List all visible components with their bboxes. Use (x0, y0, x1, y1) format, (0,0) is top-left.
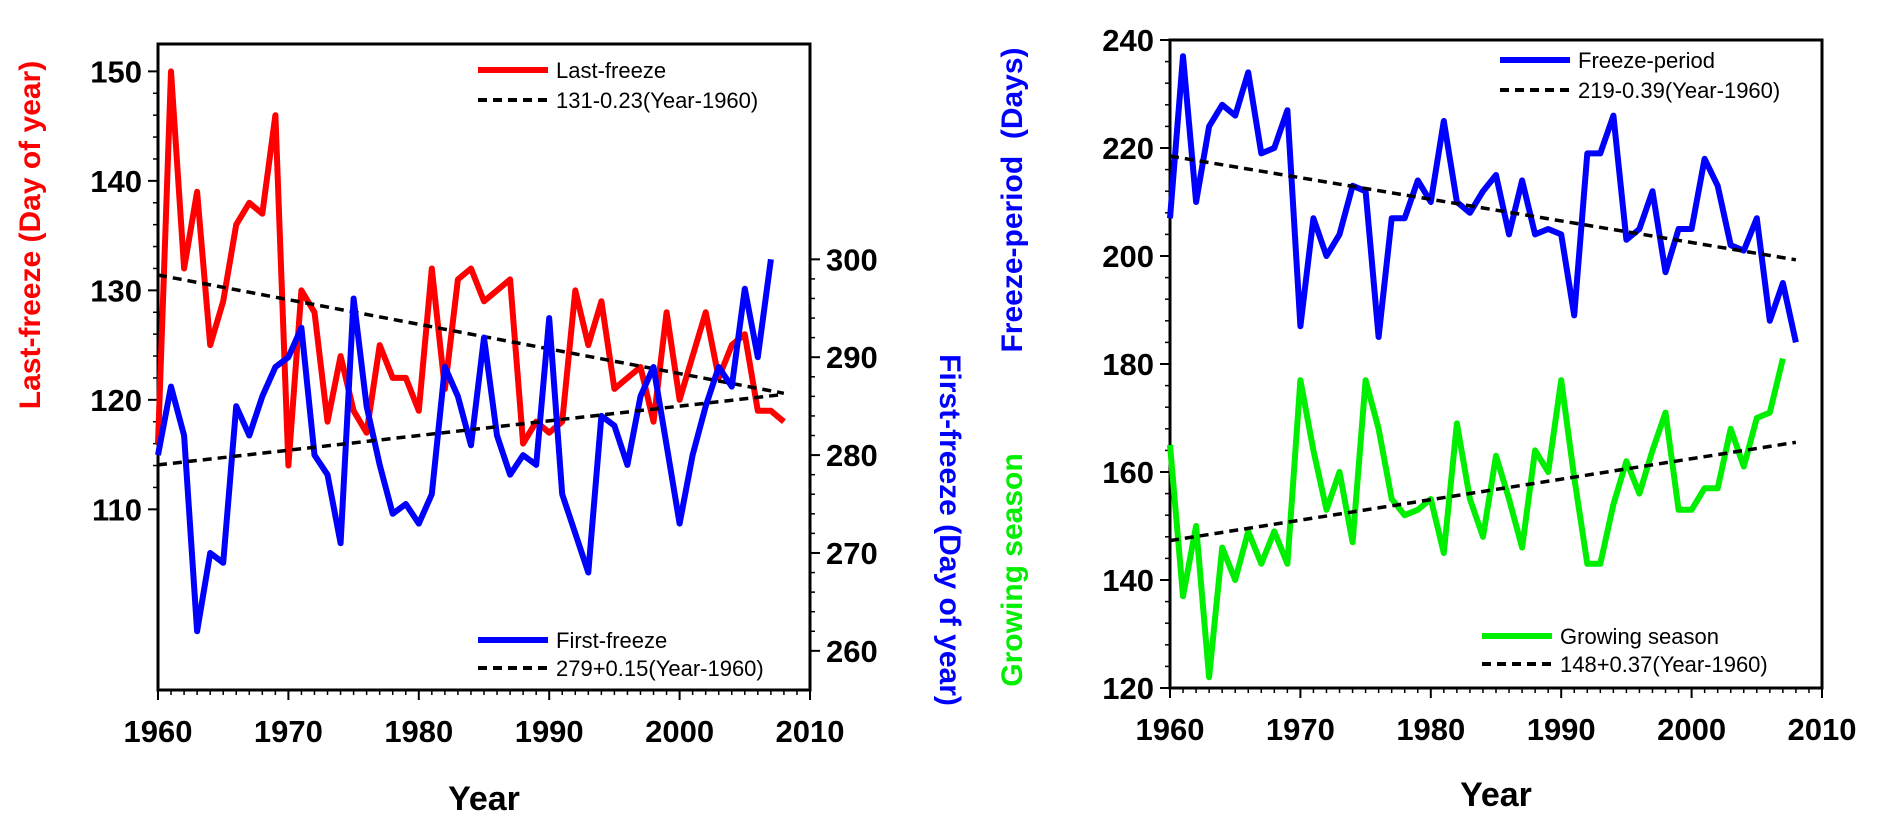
legend-label-freeze-period: Freeze-period (1578, 48, 1715, 73)
left-ylabel-first-freeze: First-freeze (Day of year) (933, 354, 966, 706)
left-ytick-label-150: 150 (90, 54, 142, 89)
right-ytick-label-160: 160 (1102, 455, 1154, 490)
right-xtick-label-1990: 1990 (1527, 712, 1596, 747)
legend-label-last-freeze-trend: 131-0.23(Year-1960) (556, 88, 758, 113)
legend-label-first-freeze-trend: 279+0.15(Year-1960) (556, 656, 764, 681)
right-xtick-label-2000: 2000 (1657, 712, 1726, 747)
right-legend: Freeze-period 219-0.39(Year-1960) Growin… (1482, 48, 1780, 677)
series-line-131-0-23-year-1960 (157, 273, 785, 396)
left-xlabel: Year (448, 780, 520, 811)
left-ytick-label-120: 120 (90, 383, 142, 418)
right-axis-ytick-label-300: 300 (826, 242, 878, 277)
left-plot-frame (156, 42, 812, 692)
left-xtick-label-1990: 1990 (515, 714, 584, 749)
legend-label-freeze-period-trend: 219-0.39(Year-1960) (1578, 78, 1780, 103)
right-ytick-label-240: 240 (1102, 23, 1154, 58)
right-ytick-label-220: 220 (1102, 131, 1154, 166)
series-line-219-0-39-year-1960 (1169, 154, 1797, 262)
series-line-last-freeze (155, 68, 786, 469)
right-ytick-label-180: 180 (1102, 347, 1154, 382)
series-line-freeze-period (1167, 53, 1799, 344)
right-ylabel-growing-season: Growing season (996, 453, 1029, 686)
legend-label-last-freeze: Last-freeze (556, 58, 666, 83)
left-panel: 1960 1970 1980 1990 2000 2010 110 120 130 140 150… (14, 42, 966, 816)
left-legend: Last-freeze 131-0.23(Year-1960) First-fr… (478, 58, 764, 681)
left-ytick-label-140: 140 (90, 164, 142, 199)
right-ytick-label-140: 140 (1102, 563, 1154, 598)
left-ytick-label-110: 110 (92, 492, 142, 527)
right-panel: 1960 1970 1980 1990 2000 2010 120 140 160 180 200… (996, 23, 1857, 814)
legend-label-growing-season-trend: 148+0.37(Year-1960) (1560, 652, 1768, 677)
right-ytick-label-120: 120 (1102, 671, 1154, 706)
right-xlabel: Year (1460, 776, 1532, 811)
series-line-148-0-37-year-1960 (1169, 440, 1797, 543)
left-xtick-label-2010: 2010 (776, 714, 845, 749)
right-plot-frame (1168, 38, 1824, 690)
right-axis-ytick-label-290: 290 (826, 340, 878, 375)
left-xtick-label-1960: 1960 (124, 714, 193, 749)
right-ylabel-freeze-period: Freeze-period (Days) (996, 47, 1029, 352)
right-axis-ytick-label-260: 260 (826, 634, 878, 669)
right-axis-ytick-label-270: 270 (826, 536, 878, 571)
right-xtick-label-2010: 2010 (1788, 712, 1857, 747)
legend-label-first-freeze: First-freeze (556, 628, 667, 653)
right-ytick-label-200: 200 (1102, 239, 1154, 274)
left-ylabel-last-freeze: Last-freeze (Day of year) (14, 61, 47, 409)
right-xtick-label-1970: 1970 (1266, 712, 1335, 747)
right-xtick-label-1980: 1980 (1396, 712, 1465, 747)
left-ytick-label-130: 130 (90, 273, 142, 308)
series-line-growing-season (1167, 357, 1786, 681)
left-xtick-label-1970: 1970 (254, 714, 323, 749)
left-xtick-label-1980: 1980 (384, 714, 453, 749)
series-line-first-freeze (155, 258, 774, 635)
left-xtick-label-2000: 2000 (645, 714, 714, 749)
right-xtick-label-1960: 1960 (1136, 712, 1205, 747)
legend-label-growing-season: Growing season (1560, 624, 1719, 649)
right-axis-ytick-label-280: 280 (826, 438, 878, 473)
